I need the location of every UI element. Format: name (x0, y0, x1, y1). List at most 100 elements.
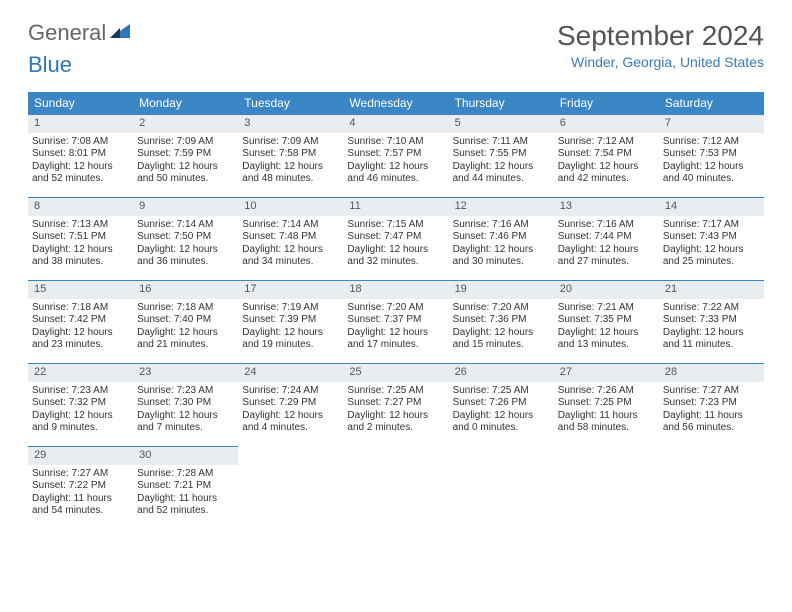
sunrise-line: Sunrise: 7:11 AM (453, 136, 550, 149)
day-number: 26 (449, 364, 554, 382)
sunset-line: Sunset: 7:37 PM (347, 314, 444, 327)
daylight-line: Daylight: 12 hours and 42 minutes. (558, 161, 655, 186)
daylight-line: Daylight: 12 hours and 19 minutes. (242, 327, 339, 352)
weekday-header: Tuesday (238, 92, 343, 115)
calendar-cell: 19Sunrise: 7:20 AMSunset: 7:36 PMDayligh… (449, 281, 554, 364)
calendar-week: 22Sunrise: 7:23 AMSunset: 7:32 PMDayligh… (28, 364, 764, 447)
calendar-cell (238, 447, 343, 530)
day-number: 13 (554, 198, 659, 216)
sunrise-line: Sunrise: 7:16 AM (558, 219, 655, 232)
daylight-line: Daylight: 12 hours and 23 minutes. (32, 327, 129, 352)
weekday-header: Friday (554, 92, 659, 115)
sunrise-line: Sunrise: 7:23 AM (137, 385, 234, 398)
calendar-cell: 25Sunrise: 7:25 AMSunset: 7:27 PMDayligh… (343, 364, 448, 447)
calendar-week: 8Sunrise: 7:13 AMSunset: 7:51 PMDaylight… (28, 198, 764, 281)
sunrise-line: Sunrise: 7:23 AM (32, 385, 129, 398)
sunrise-line: Sunrise: 7:09 AM (137, 136, 234, 149)
daylight-line: Daylight: 12 hours and 17 minutes. (347, 327, 444, 352)
day-body: Sunrise: 7:18 AMSunset: 7:40 PMDaylight:… (133, 299, 238, 356)
sunrise-line: Sunrise: 7:21 AM (558, 302, 655, 315)
day-number: 23 (133, 364, 238, 382)
sunrise-line: Sunrise: 7:27 AM (663, 385, 760, 398)
daylight-line: Daylight: 12 hours and 4 minutes. (242, 410, 339, 435)
sunrise-line: Sunrise: 7:20 AM (453, 302, 550, 315)
day-body: Sunrise: 7:23 AMSunset: 7:32 PMDaylight:… (28, 382, 133, 439)
sunrise-line: Sunrise: 7:22 AM (663, 302, 760, 315)
sunrise-line: Sunrise: 7:19 AM (242, 302, 339, 315)
sunset-line: Sunset: 7:29 PM (242, 397, 339, 410)
day-number: 22 (28, 364, 133, 382)
location-label: Winder, Georgia, United States (557, 54, 764, 70)
calendar-cell: 23Sunrise: 7:23 AMSunset: 7:30 PMDayligh… (133, 364, 238, 447)
calendar-cell: 27Sunrise: 7:26 AMSunset: 7:25 PMDayligh… (554, 364, 659, 447)
day-body: Sunrise: 7:13 AMSunset: 7:51 PMDaylight:… (28, 216, 133, 273)
day-number: 29 (28, 447, 133, 465)
sunset-line: Sunset: 7:43 PM (663, 231, 760, 244)
day-number: 9 (133, 198, 238, 216)
day-body: Sunrise: 7:20 AMSunset: 7:36 PMDaylight:… (449, 299, 554, 356)
day-number: 21 (659, 281, 764, 299)
sunrise-line: Sunrise: 7:26 AM (558, 385, 655, 398)
sunset-line: Sunset: 8:01 PM (32, 148, 129, 161)
daylight-line: Daylight: 12 hours and 9 minutes. (32, 410, 129, 435)
sail-icon (110, 20, 132, 46)
calendar-table: SundayMondayTuesdayWednesdayThursdayFrid… (28, 92, 764, 529)
calendar-cell: 26Sunrise: 7:25 AMSunset: 7:26 PMDayligh… (449, 364, 554, 447)
day-number: 6 (554, 115, 659, 133)
calendar-cell: 9Sunrise: 7:14 AMSunset: 7:50 PMDaylight… (133, 198, 238, 281)
day-body: Sunrise: 7:16 AMSunset: 7:46 PMDaylight:… (449, 216, 554, 273)
sunset-line: Sunset: 7:42 PM (32, 314, 129, 327)
weekday-header: Monday (133, 92, 238, 115)
weekday-header: Wednesday (343, 92, 448, 115)
weekday-header: Saturday (659, 92, 764, 115)
day-number: 14 (659, 198, 764, 216)
day-number: 30 (133, 447, 238, 465)
calendar-cell (554, 447, 659, 530)
day-body: Sunrise: 7:25 AMSunset: 7:27 PMDaylight:… (343, 382, 448, 439)
day-number: 17 (238, 281, 343, 299)
daylight-line: Daylight: 12 hours and 46 minutes. (347, 161, 444, 186)
calendar-cell: 4Sunrise: 7:10 AMSunset: 7:57 PMDaylight… (343, 115, 448, 198)
day-number: 20 (554, 281, 659, 299)
calendar-week: 1Sunrise: 7:08 AMSunset: 8:01 PMDaylight… (28, 115, 764, 198)
day-number: 8 (28, 198, 133, 216)
sunrise-line: Sunrise: 7:10 AM (347, 136, 444, 149)
sunset-line: Sunset: 7:55 PM (453, 148, 550, 161)
sunset-line: Sunset: 7:35 PM (558, 314, 655, 327)
sunset-line: Sunset: 7:40 PM (137, 314, 234, 327)
calendar-cell: 14Sunrise: 7:17 AMSunset: 7:43 PMDayligh… (659, 198, 764, 281)
day-number: 27 (554, 364, 659, 382)
daylight-line: Daylight: 12 hours and 40 minutes. (663, 161, 760, 186)
sunrise-line: Sunrise: 7:18 AM (137, 302, 234, 315)
brand-part1: General (28, 20, 106, 46)
daylight-line: Daylight: 12 hours and 0 minutes. (453, 410, 550, 435)
calendar-cell: 2Sunrise: 7:09 AMSunset: 7:59 PMDaylight… (133, 115, 238, 198)
day-body: Sunrise: 7:19 AMSunset: 7:39 PMDaylight:… (238, 299, 343, 356)
sunset-line: Sunset: 7:33 PM (663, 314, 760, 327)
calendar-cell: 21Sunrise: 7:22 AMSunset: 7:33 PMDayligh… (659, 281, 764, 364)
day-number: 28 (659, 364, 764, 382)
sunrise-line: Sunrise: 7:27 AM (32, 468, 129, 481)
title-block: September 2024 Winder, Georgia, United S… (557, 20, 764, 70)
sunset-line: Sunset: 7:22 PM (32, 480, 129, 493)
daylight-line: Daylight: 11 hours and 54 minutes. (32, 493, 129, 518)
day-number: 19 (449, 281, 554, 299)
daylight-line: Daylight: 11 hours and 56 minutes. (663, 410, 760, 435)
day-body: Sunrise: 7:21 AMSunset: 7:35 PMDaylight:… (554, 299, 659, 356)
sunset-line: Sunset: 7:36 PM (453, 314, 550, 327)
day-body: Sunrise: 7:16 AMSunset: 7:44 PMDaylight:… (554, 216, 659, 273)
day-body: Sunrise: 7:09 AMSunset: 7:58 PMDaylight:… (238, 133, 343, 190)
sunset-line: Sunset: 7:59 PM (137, 148, 234, 161)
day-number: 25 (343, 364, 448, 382)
sunset-line: Sunset: 7:57 PM (347, 148, 444, 161)
day-number: 15 (28, 281, 133, 299)
sunset-line: Sunset: 7:44 PM (558, 231, 655, 244)
calendar-cell: 24Sunrise: 7:24 AMSunset: 7:29 PMDayligh… (238, 364, 343, 447)
daylight-line: Daylight: 12 hours and 25 minutes. (663, 244, 760, 269)
calendar-cell: 30Sunrise: 7:28 AMSunset: 7:21 PMDayligh… (133, 447, 238, 530)
sunrise-line: Sunrise: 7:25 AM (453, 385, 550, 398)
daylight-line: Daylight: 11 hours and 58 minutes. (558, 410, 655, 435)
sunset-line: Sunset: 7:25 PM (558, 397, 655, 410)
calendar-cell: 6Sunrise: 7:12 AMSunset: 7:54 PMDaylight… (554, 115, 659, 198)
day-body: Sunrise: 7:26 AMSunset: 7:25 PMDaylight:… (554, 382, 659, 439)
